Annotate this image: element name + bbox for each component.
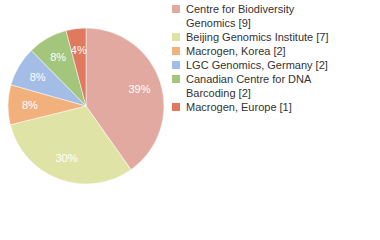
legend-swatch xyxy=(172,47,180,55)
data-labels: 39% 30% 8% 8% 8% 4% xyxy=(22,44,151,164)
legend-item: Centre for BiodiversityGenomics [9] xyxy=(172,3,295,29)
data-label: 8% xyxy=(22,99,38,111)
data-label: 30% xyxy=(55,152,77,164)
legend-item: Beijing Genomics Institute [7] xyxy=(172,31,328,43)
legend-item: Canadian Centre for DNABarcoding [2] xyxy=(172,73,312,99)
legend-swatch xyxy=(172,5,180,13)
data-label: 39% xyxy=(129,83,151,95)
legend: Centre for BiodiversityGenomics [9] Beiji… xyxy=(172,3,328,113)
pie xyxy=(8,28,164,184)
legend-label: Macrogen, Europe [1] xyxy=(186,101,292,113)
legend-item: Macrogen, Korea [2] xyxy=(172,45,286,57)
legend-swatch xyxy=(172,33,180,41)
pie-slice xyxy=(66,28,86,106)
legend-label: Centre for BiodiversityGenomics [9] xyxy=(186,3,295,29)
legend-label: LGC Genomics, Germany [2] xyxy=(186,59,328,71)
data-label: 4% xyxy=(71,44,87,56)
legend-label: Macrogen, Korea [2] xyxy=(186,45,286,57)
chart: 39% 30% 8% 8% 8% 4% Centre for BiodiversityGen… xyxy=(0,0,380,240)
data-label: 8% xyxy=(50,51,66,63)
legend-swatch xyxy=(172,103,180,111)
legend-swatch xyxy=(172,61,180,69)
legend-label: Canadian Centre for DNABarcoding [2] xyxy=(186,73,312,99)
legend-label: Beijing Genomics Institute [7] xyxy=(186,31,328,43)
legend-swatch xyxy=(172,75,180,83)
legend-item: LGC Genomics, Germany [2] xyxy=(172,59,328,71)
legend-item: Macrogen, Europe [1] xyxy=(172,101,292,113)
data-label: 8% xyxy=(30,71,46,83)
